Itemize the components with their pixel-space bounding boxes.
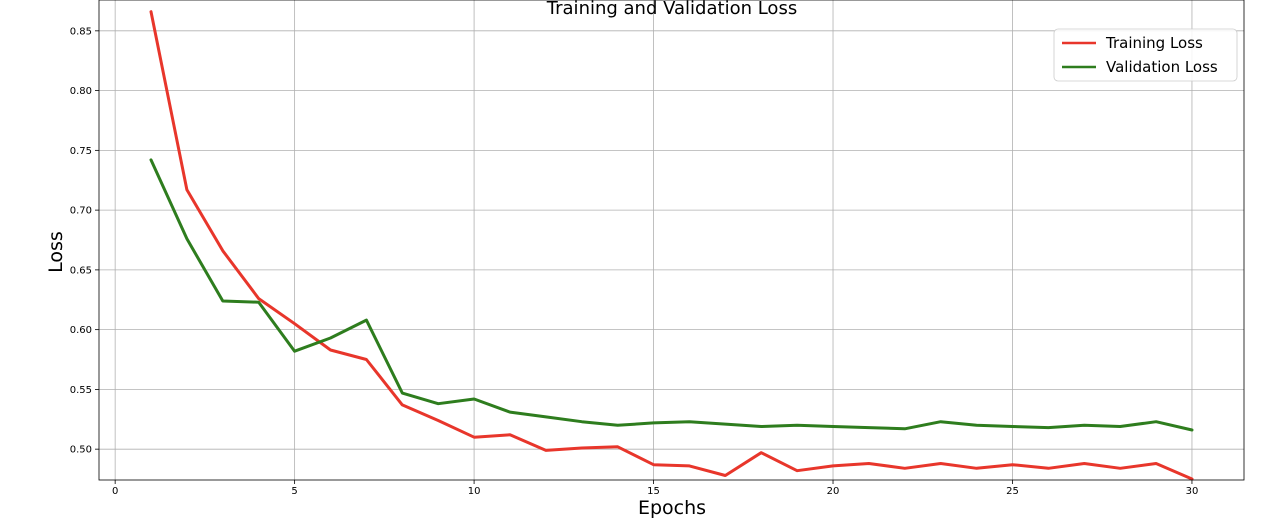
x-tick-label: 10: [468, 486, 481, 497]
series-layer: [149, 10, 1194, 481]
y-tick-label: 0.75: [70, 146, 92, 157]
legend-label-training: Training Loss: [1105, 34, 1203, 52]
y-axis-label: Loss: [45, 231, 67, 273]
chart-title: Training and Validation Loss: [546, 0, 797, 19]
x-tick-label: 30: [1186, 486, 1199, 497]
x-tick-label: 20: [827, 486, 840, 497]
x-tick-label: 25: [1006, 486, 1019, 497]
grid-layer: [99, 0, 1244, 480]
y-tick-label: 0.85: [70, 26, 92, 37]
legend-box: [1053, 28, 1238, 82]
x-tick-label: 5: [291, 486, 297, 497]
y-axis: 0.50 0.55 0.60 0.65 0.70 0.75 0.80 0.85: [70, 26, 99, 456]
y-tick-label: 0.55: [70, 385, 92, 396]
y-tick-label: 0.65: [70, 265, 92, 276]
y-tick-label: 0.70: [70, 206, 92, 217]
x-tick-label: 15: [647, 486, 660, 497]
y-tick-label: 0.60: [70, 325, 92, 336]
y-tick-label: 0.50: [70, 445, 92, 456]
validation-loss-line: [149, 158, 1194, 432]
y-tick-label: 0.80: [70, 86, 92, 97]
x-axis-label: Epochs: [638, 497, 706, 519]
x-tick-label: 0: [112, 486, 118, 497]
legend-label-validation: Validation Loss: [1106, 58, 1218, 76]
x-axis: 0 5 10 15 20 25 30: [112, 480, 1198, 497]
plot-frame: [98, 0, 1245, 481]
legend: Training Loss Validation Loss: [1053, 28, 1238, 82]
training-loss-line: [149, 10, 1194, 481]
